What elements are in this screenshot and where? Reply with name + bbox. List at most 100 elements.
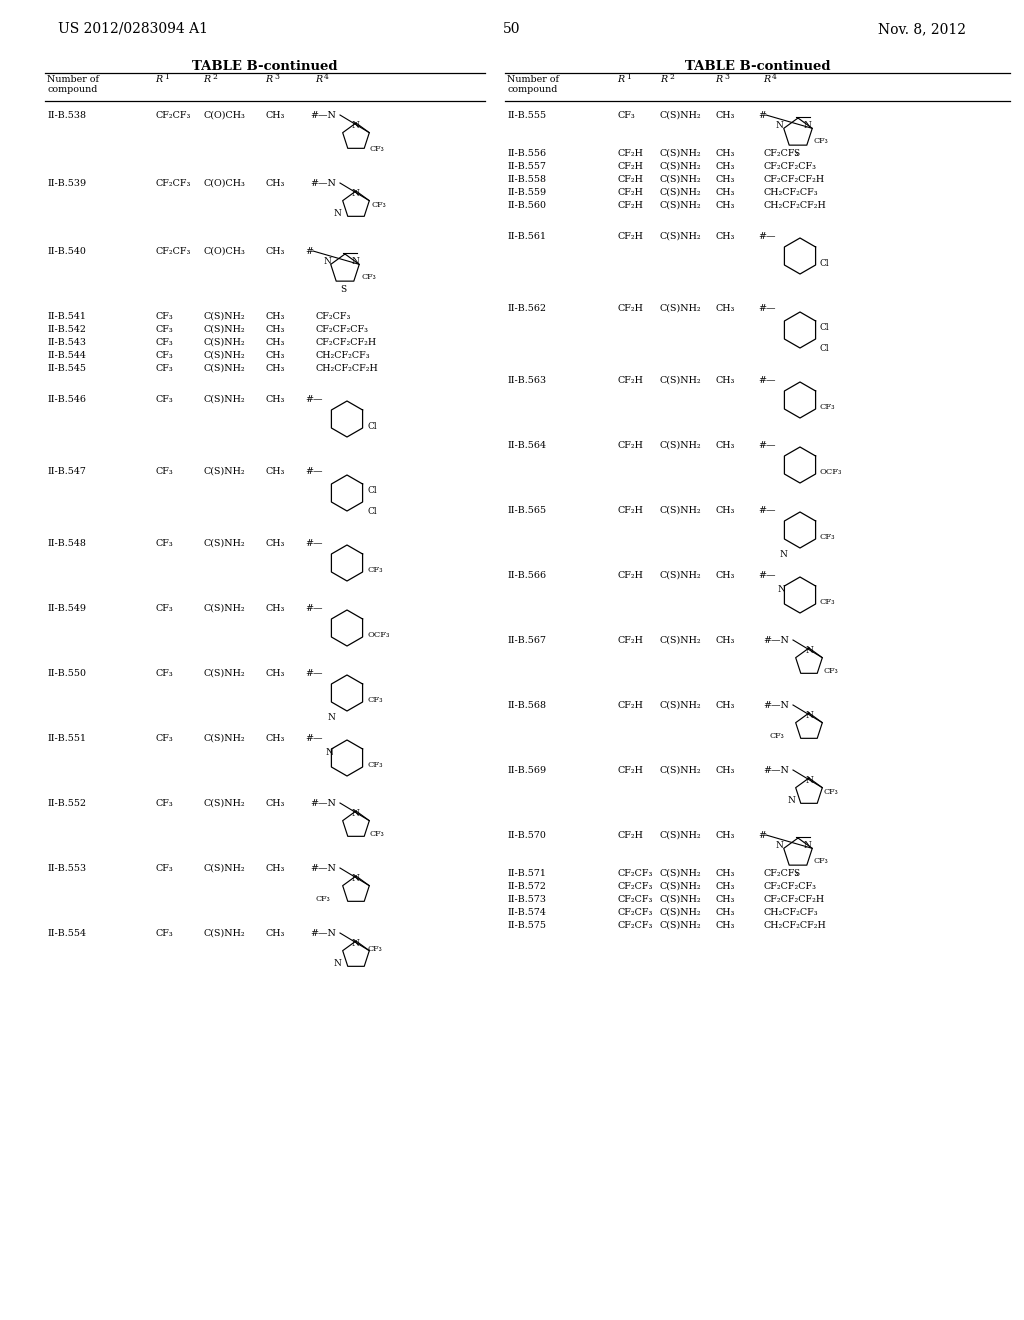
Text: C(S)NH₂: C(S)NH₂ — [203, 929, 245, 939]
Text: CF₃: CF₃ — [155, 799, 173, 808]
Text: N: N — [804, 121, 812, 129]
Text: CH₃: CH₃ — [715, 232, 734, 242]
Text: CH₃: CH₃ — [265, 247, 285, 256]
Text: II-B.561: II-B.561 — [507, 232, 546, 242]
Text: N: N — [776, 841, 784, 850]
Text: CF₃: CF₃ — [617, 111, 635, 120]
Text: CH₃: CH₃ — [715, 111, 734, 120]
Text: II-B.546: II-B.546 — [47, 395, 86, 404]
Text: #—: #— — [305, 467, 323, 477]
Text: TABLE B-continued: TABLE B-continued — [685, 59, 830, 73]
Text: C(S)NH₂: C(S)NH₂ — [660, 232, 701, 242]
Text: C(S)NH₂: C(S)NH₂ — [660, 187, 701, 197]
Text: CF₂H: CF₂H — [617, 636, 643, 645]
Text: CF₃: CF₃ — [367, 566, 383, 574]
Text: CF₃: CF₃ — [368, 945, 383, 953]
Text: II-B.558: II-B.558 — [507, 176, 546, 183]
Text: R: R — [715, 75, 722, 84]
Text: N: N — [787, 796, 795, 805]
Text: N: N — [352, 809, 359, 818]
Text: CF₃: CF₃ — [814, 857, 828, 865]
Text: CF₂CF₃: CF₂CF₃ — [617, 921, 652, 931]
Text: CF₂CF₂CF₃: CF₂CF₂CF₃ — [315, 325, 368, 334]
Text: CF₃: CF₃ — [820, 533, 836, 541]
Text: CH₃: CH₃ — [715, 766, 734, 775]
Text: CF₂H: CF₂H — [617, 766, 643, 775]
Text: CF₃: CF₃ — [155, 734, 173, 743]
Text: C(S)NH₂: C(S)NH₂ — [203, 325, 245, 334]
Text: N: N — [805, 711, 813, 719]
Text: Cl: Cl — [820, 323, 829, 333]
Text: CF₂CF₃: CF₂CF₃ — [617, 869, 652, 878]
Text: CF₂H: CF₂H — [617, 572, 643, 579]
Text: CH₃: CH₃ — [715, 701, 734, 710]
Text: II-B.568: II-B.568 — [507, 701, 546, 710]
Text: C(S)NH₂: C(S)NH₂ — [660, 701, 701, 710]
Text: II-B.562: II-B.562 — [507, 304, 546, 313]
Text: II-B.545: II-B.545 — [47, 364, 86, 374]
Text: C(S)NH₂: C(S)NH₂ — [203, 605, 245, 612]
Text: CH₃: CH₃ — [715, 636, 734, 645]
Text: C(S)NH₂: C(S)NH₂ — [203, 338, 245, 347]
Text: CH₃: CH₃ — [715, 908, 734, 917]
Text: II-B.564: II-B.564 — [507, 441, 546, 450]
Text: CF₃: CF₃ — [370, 145, 385, 153]
Text: CH₂CF₂CF₃: CH₂CF₂CF₃ — [763, 187, 817, 197]
Text: #—: #— — [758, 376, 775, 385]
Text: S: S — [793, 149, 799, 158]
Text: II-B.574: II-B.574 — [507, 908, 546, 917]
Text: CH₃: CH₃ — [715, 882, 734, 891]
Text: CH₃: CH₃ — [265, 111, 285, 120]
Text: CF₂CF₃: CF₂CF₃ — [315, 312, 350, 321]
Text: CH₃: CH₃ — [715, 149, 734, 158]
Text: II-B.552: II-B.552 — [47, 799, 86, 808]
Text: CF₂CF₃: CF₂CF₃ — [155, 180, 190, 187]
Text: R: R — [315, 75, 323, 84]
Text: CF₂H: CF₂H — [617, 232, 643, 242]
Text: #—: #— — [305, 734, 323, 743]
Text: II-B.559: II-B.559 — [507, 187, 546, 197]
Text: CH₃: CH₃ — [265, 467, 285, 477]
Text: CF₃: CF₃ — [155, 338, 173, 347]
Text: II-B.560: II-B.560 — [507, 201, 546, 210]
Text: II-B.565: II-B.565 — [507, 506, 546, 515]
Text: CH₂CF₂CF₃: CH₂CF₂CF₃ — [763, 908, 817, 917]
Text: C(S)NH₂: C(S)NH₂ — [660, 869, 701, 878]
Text: CH₃: CH₃ — [265, 395, 285, 404]
Text: CF₃: CF₃ — [155, 395, 173, 404]
Text: Nov. 8, 2012: Nov. 8, 2012 — [878, 22, 966, 36]
Text: OCF₃: OCF₃ — [820, 469, 843, 477]
Text: N: N — [352, 121, 359, 129]
Text: C(S)NH₂: C(S)NH₂ — [660, 149, 701, 158]
Text: TABLE B-continued: TABLE B-continued — [193, 59, 338, 73]
Text: 4: 4 — [772, 73, 777, 81]
Text: 3: 3 — [724, 73, 729, 81]
Text: C(O)CH₃: C(O)CH₃ — [203, 180, 245, 187]
Text: CF₃: CF₃ — [370, 830, 385, 838]
Text: II-B.569: II-B.569 — [507, 766, 546, 775]
Text: CH₃: CH₃ — [265, 929, 285, 939]
Text: II-B.573: II-B.573 — [507, 895, 546, 904]
Text: N: N — [805, 645, 813, 655]
Text: II-B.549: II-B.549 — [47, 605, 86, 612]
Text: CF₂H: CF₂H — [617, 441, 643, 450]
Text: C(S)NH₂: C(S)NH₂ — [660, 201, 701, 210]
Text: C(S)NH₂: C(S)NH₂ — [203, 395, 245, 404]
Text: #—N: #—N — [310, 180, 336, 187]
Text: Number of
compound: Number of compound — [47, 75, 99, 95]
Text: CF₃: CF₃ — [820, 598, 836, 606]
Text: C(S)NH₂: C(S)NH₂ — [660, 766, 701, 775]
Text: Cl: Cl — [367, 422, 377, 432]
Text: II-B.548: II-B.548 — [47, 539, 86, 548]
Text: R: R — [155, 75, 162, 84]
Text: #—: #— — [305, 605, 323, 612]
Text: R: R — [763, 75, 770, 84]
Text: II-B.544: II-B.544 — [47, 351, 86, 360]
Text: CF₃: CF₃ — [155, 929, 173, 939]
Text: S: S — [793, 869, 799, 878]
Text: II-B.556: II-B.556 — [507, 149, 546, 158]
Text: CF₂CF₂CF₂H: CF₂CF₂CF₂H — [763, 176, 824, 183]
Text: II-B.571: II-B.571 — [507, 869, 546, 878]
Text: CH₃: CH₃ — [715, 921, 734, 931]
Text: C(S)NH₂: C(S)NH₂ — [660, 506, 701, 515]
